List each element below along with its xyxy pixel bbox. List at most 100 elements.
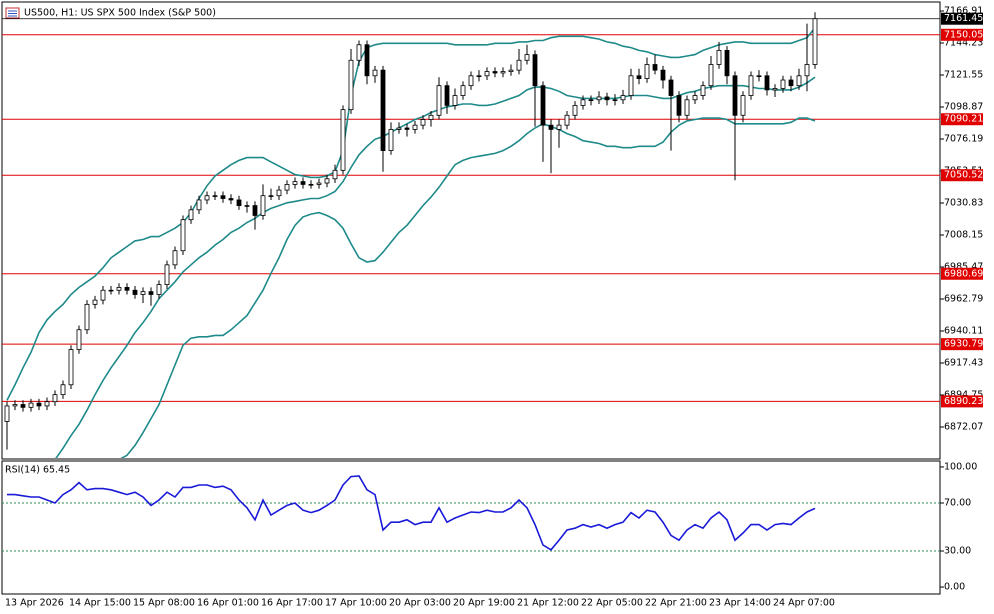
candle-body — [628, 75, 634, 96]
x-tick-label: 20 Apr 19:00 — [453, 598, 515, 609]
candle-body — [636, 75, 642, 80]
candle-body — [788, 79, 794, 87]
candle-body — [348, 59, 354, 111]
y-tick-label: 7076.19 — [944, 134, 983, 145]
main-panel — [1, 1, 941, 460]
level-label: 7150.05 — [944, 29, 983, 40]
x-tick-label: 23 Apr 14:00 — [709, 598, 771, 609]
candle-body — [428, 114, 434, 120]
candle-body — [652, 64, 658, 71]
candle-body — [596, 96, 602, 101]
candle-body — [476, 75, 482, 77]
level-label: 6980.69 — [944, 268, 983, 279]
x-tick-label: 15 Apr 08:00 — [133, 598, 195, 609]
candle-body — [36, 402, 42, 407]
candle-body — [84, 303, 90, 331]
y-tick-label: 7008.15 — [944, 230, 983, 241]
candle-body — [180, 219, 186, 252]
price-label-box — [941, 12, 983, 25]
price-label: 7161.45 — [944, 13, 983, 24]
candle-body — [68, 349, 74, 386]
candle-body — [316, 182, 322, 185]
candle-body — [580, 99, 586, 106]
candle-body — [572, 105, 578, 116]
y-tick-label: 6940.11 — [944, 326, 983, 337]
symbol-icon — [5, 7, 20, 19]
candle-body — [548, 124, 554, 130]
y-tick-label: 7098.87 — [944, 102, 983, 113]
candle-body — [740, 95, 746, 116]
level-label: 7050.52 — [944, 170, 983, 181]
candle-body — [172, 250, 178, 266]
level-label-box — [941, 113, 983, 126]
candle-body — [284, 184, 290, 191]
y-tick-label: 6985.47 — [944, 262, 983, 273]
candle-body — [28, 402, 34, 408]
rsi-panel — [1, 460, 941, 595]
axes: 7166.917144.237121.557098.877076.197053.… — [5, 6, 983, 609]
candle-body — [700, 85, 706, 96]
candle-body — [164, 264, 170, 286]
candle-body — [60, 384, 66, 396]
candle-body — [532, 54, 538, 87]
y-tick-label: 70.00 — [944, 497, 971, 508]
candle-body — [396, 127, 402, 130]
x-tick-label: 17 Apr 10:00 — [325, 598, 387, 609]
candle-body — [356, 44, 362, 61]
y-tick-label: 100.00 — [944, 461, 977, 472]
candle-body — [188, 209, 194, 221]
candle-body — [388, 129, 394, 151]
candle-body — [156, 284, 162, 295]
candle-body — [292, 181, 298, 185]
rsi-line — [7, 475, 816, 551]
candle-body — [76, 329, 82, 350]
candle-body — [220, 195, 226, 199]
candle-body — [252, 205, 258, 216]
candle-body — [364, 44, 370, 77]
candle-body — [764, 75, 770, 91]
rsi-plot — [2, 475, 940, 552]
y-tick-label: 6872.07 — [944, 422, 983, 433]
candle-body — [116, 287, 122, 291]
candle-body — [404, 127, 410, 130]
candle-body — [484, 71, 490, 77]
candle-body — [540, 85, 546, 126]
candle-body — [436, 85, 442, 116]
candle-body — [780, 79, 786, 89]
candle-body — [20, 404, 26, 408]
candle-body — [500, 71, 506, 74]
candle-body — [716, 49, 722, 65]
candle-body — [148, 291, 154, 295]
level-label-box — [941, 338, 983, 351]
candle-body — [324, 178, 330, 184]
candle-body — [772, 88, 778, 91]
candle-body — [4, 405, 10, 422]
candle-body — [452, 95, 458, 106]
candle-body — [676, 95, 682, 116]
band-lower — [120, 117, 816, 458]
candle-body — [660, 69, 666, 81]
chart-title: US500, H1: US SPX 500 Index (S&P 500) — [24, 8, 216, 19]
candle-body — [644, 64, 650, 80]
candle-body — [196, 199, 202, 211]
candle-body — [140, 291, 146, 295]
y-tick-label: 7144.23 — [944, 38, 983, 49]
candle-body — [692, 95, 698, 101]
candle-body — [300, 181, 306, 185]
candle-body — [516, 59, 522, 71]
candle-body — [564, 114, 570, 126]
candle-body — [668, 79, 674, 96]
candle-body — [812, 18, 818, 65]
candle-body — [684, 99, 690, 116]
x-tick-label: 14 Apr 15:00 — [69, 598, 131, 609]
level-label: 7090.21 — [944, 114, 983, 125]
candle-body — [748, 75, 754, 96]
candle-body — [92, 299, 98, 305]
y-tick-label: 0.00 — [944, 582, 965, 593]
candle-body — [604, 96, 610, 101]
candle-body — [412, 124, 418, 130]
candle-body — [420, 119, 426, 126]
y-tick-label: 7121.55 — [944, 70, 983, 81]
